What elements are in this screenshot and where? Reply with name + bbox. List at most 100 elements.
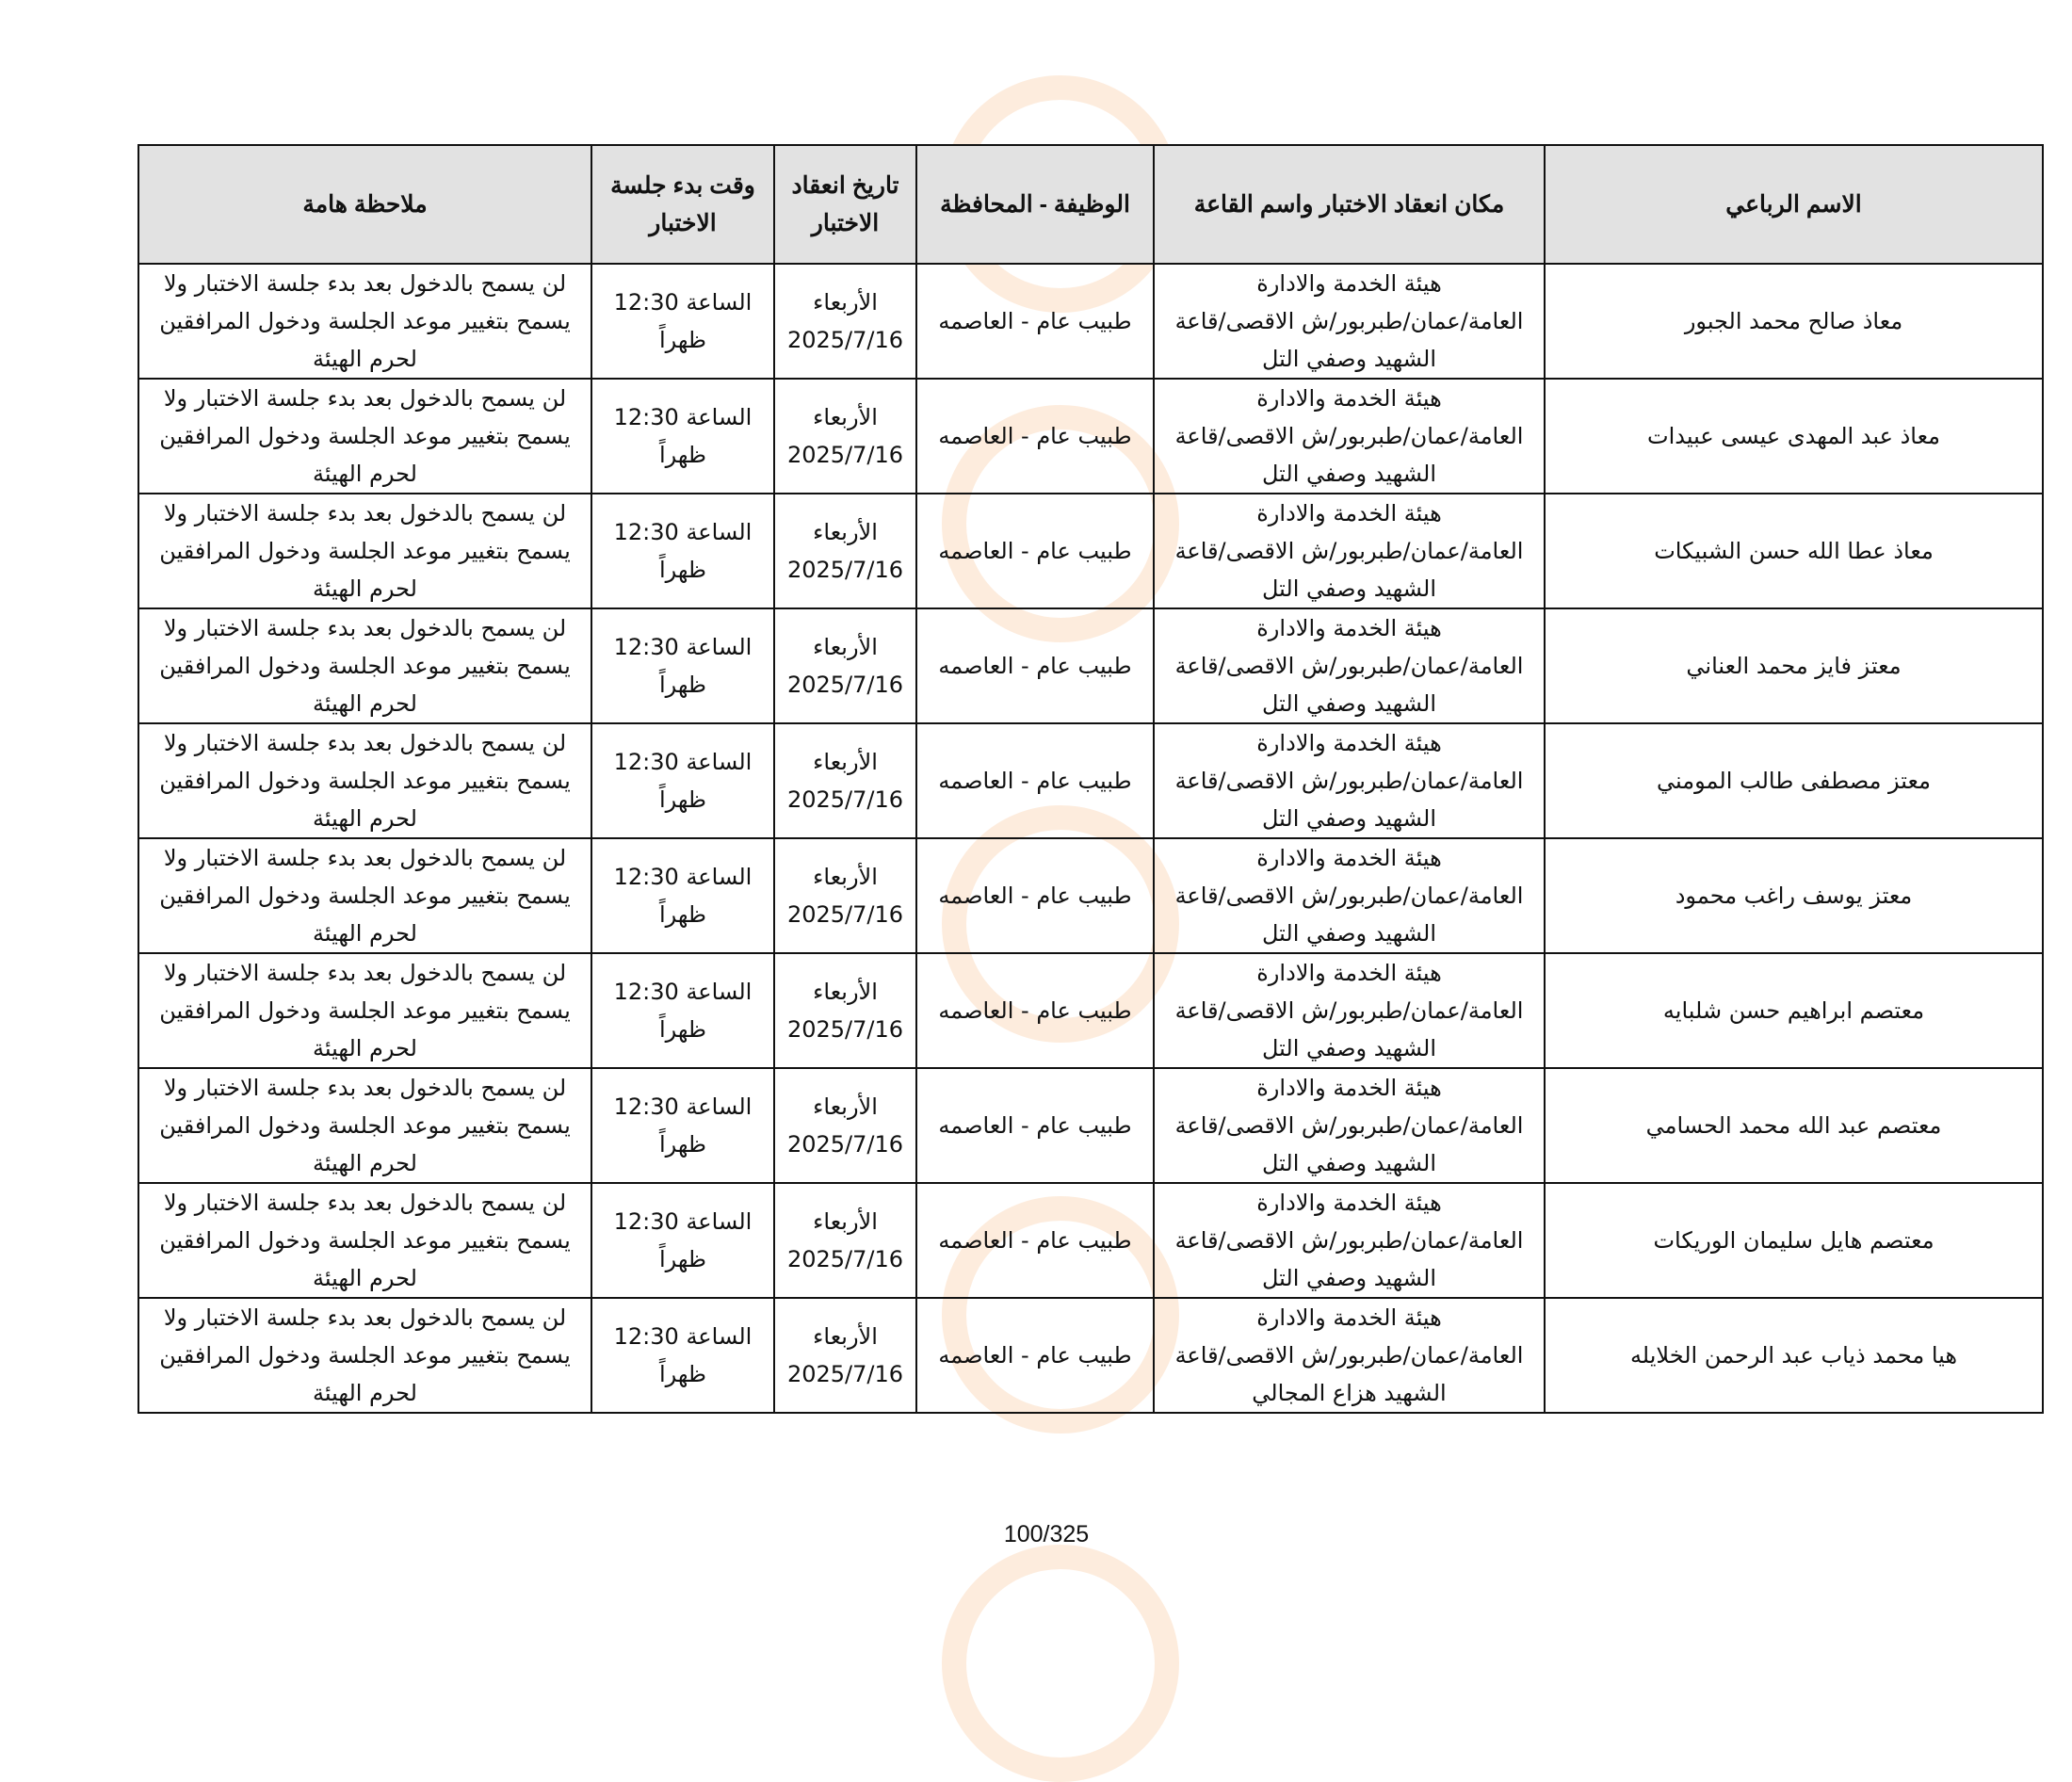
full-name-cell: معتصم ابراهيم حسن شلبايه: [1544, 952, 2044, 1069]
job-governorate-cell: طبيب عام - العاصمه: [915, 1297, 1155, 1414]
note-cell-line: يسمح بتغيير موعد الجلسة ودخول المرافقين: [159, 308, 571, 334]
date-cell-line: الأربعاء: [813, 404, 878, 430]
date-cell: الأربعاء 2025/7/16: [773, 1067, 917, 1184]
note-cell-line: لحرم الهيئة: [313, 920, 417, 947]
date-cell-line: الأربعاء: [813, 864, 878, 890]
job-governorate-cell: طبيب عام - العاصمه: [915, 608, 1155, 724]
note-cell-line: لحرم الهيئة: [313, 1150, 417, 1176]
time-cell-line: الساعة 12:30: [613, 749, 753, 775]
note-cell: لن يسمح بالدخول بعد بدء جلسة الاختبار ول…: [138, 493, 592, 609]
date-cell-line: 2025/7/16: [786, 672, 904, 698]
job-governorate-cell: طبيب عام - العاصمه: [915, 1067, 1155, 1184]
note-cell-line: لن يسمح بالدخول بعد بدء جلسة الاختبار ول…: [163, 270, 567, 297]
location-cell-line: العامة/عمان/طبربور/ش الاقصى/قاعة: [1174, 997, 1524, 1024]
date-cell-line: الأربعاء: [813, 979, 878, 1005]
table-row: معتصم ابراهيم حسن شلبايه هيئة الخدمة والا…: [138, 952, 2044, 1069]
location-cell: هيئة الخدمة والادارة العامة/عمان/طبربور/ش…: [1153, 1067, 1546, 1184]
table-row: معتز فايز محمد العناني هيئة الخدمة والادا…: [138, 608, 2044, 724]
time-cell: الساعة 12:30 ظهراً: [591, 837, 775, 954]
note-cell-line: يسمح بتغيير موعد الجلسة ودخول المرافقين: [159, 883, 571, 909]
location-cell-line: هيئة الخدمة والادارة: [1256, 615, 1442, 641]
location-cell-line: الشهيد وصفي التل: [1261, 920, 1437, 947]
full-name-cell: معاذ عطا الله حسن الشبيكات: [1544, 493, 2044, 609]
note-cell: لن يسمح بالدخول بعد بدء جلسة الاختبار ول…: [138, 608, 592, 724]
date-cell: الأربعاء 2025/7/16: [773, 378, 917, 494]
job-governorate-cell: طبيب عام - العاصمه: [915, 837, 1155, 954]
location-cell-line: الشهيد وصفي التل: [1261, 805, 1437, 832]
table-row: هيا محمد ذياب عبد الرحمن الخلايله هيئة ال…: [138, 1297, 2044, 1414]
location-cell: هيئة الخدمة والادارة العامة/عمان/طبربور/ش…: [1153, 1182, 1546, 1299]
location-cell-line: هيئة الخدمة والادارة: [1256, 270, 1442, 297]
location-cell-line: الشهيد وصفي التل: [1261, 690, 1437, 717]
time-cell-line: الساعة 12:30: [613, 634, 753, 660]
note-cell-line: لحرم الهيئة: [313, 575, 417, 602]
table-row: معاذ عطا الله حسن الشبيكات هيئة الخدمة وا…: [138, 493, 2044, 609]
time-cell: الساعة 12:30 ظهراً: [591, 1067, 775, 1184]
time-cell-line: الساعة 12:30: [613, 1323, 753, 1350]
date-cell-line: 2025/7/16: [786, 1246, 904, 1272]
job-governorate-cell: طبيب عام - العاصمه: [915, 722, 1155, 839]
note-cell: لن يسمح بالدخول بعد بدء جلسة الاختبار ول…: [138, 1067, 592, 1184]
time-cell: الساعة 12:30 ظهراً: [591, 493, 775, 609]
location-cell-line: العامة/عمان/طبربور/ش الاقصى/قاعة: [1174, 653, 1524, 679]
location-cell-line: العامة/عمان/طبربور/ش الاقصى/قاعة: [1174, 308, 1524, 334]
time-cell-line: الساعة 12:30: [613, 979, 753, 1005]
note-cell-line: لن يسمح بالدخول بعد بدء جلسة الاختبار ول…: [163, 730, 567, 756]
location-cell-line: الشهيد وصفي التل: [1261, 1035, 1437, 1061]
location-cell-line: هيئة الخدمة والادارة: [1256, 500, 1442, 526]
job-governorate-cell: طبيب عام - العاصمه: [915, 493, 1155, 609]
location-cell: هيئة الخدمة والادارة العامة/عمان/طبربور/ش…: [1153, 378, 1546, 494]
location-cell: هيئة الخدمة والادارة العامة/عمان/طبربور/ش…: [1153, 493, 1546, 609]
note-cell-line: لحرم الهيئة: [313, 1035, 417, 1061]
date-cell-line: 2025/7/16: [786, 557, 904, 583]
note-cell: لن يسمح بالدخول بعد بدء جلسة الاختبار ول…: [138, 722, 592, 839]
time-cell: الساعة 12:30 ظهراً: [591, 263, 775, 380]
date-cell-line: 2025/7/16: [786, 442, 904, 468]
table-row: معتز مصطفى طالب المومني هيئة الخدمة والاد…: [138, 722, 2044, 839]
location-cell-line: هيئة الخدمة والادارة: [1256, 845, 1442, 871]
job-governorate-cell: طبيب عام - العاصمه: [915, 952, 1155, 1069]
note-cell-line: لحرم الهيئة: [313, 690, 417, 717]
job-governorate-cell: طبيب عام - العاصمه: [915, 378, 1155, 494]
location-cell: هيئة الخدمة والادارة العامة/عمان/طبربور/ش…: [1153, 722, 1546, 839]
location-cell-line: هيئة الخدمة والادارة: [1256, 1304, 1442, 1331]
date-cell: الأربعاء 2025/7/16: [773, 837, 917, 954]
note-cell-line: يسمح بتغيير موعد الجلسة ودخول المرافقين: [159, 768, 571, 794]
time-cell-line: ظهراً: [658, 442, 707, 468]
note-cell-line: لحرم الهيئة: [313, 805, 417, 832]
location-cell-line: العامة/عمان/طبربور/ش الاقصى/قاعة: [1174, 423, 1524, 449]
date-cell-line: 2025/7/16: [786, 1361, 904, 1387]
header-full-name: الاسم الرباعي: [1544, 144, 2044, 265]
date-cell: الأربعاء 2025/7/16: [773, 722, 917, 839]
date-cell-line: الأربعاء: [813, 1323, 878, 1350]
date-cell: الأربعاء 2025/7/16: [773, 952, 917, 1069]
full-name-cell: هيا محمد ذياب عبد الرحمن الخلايله: [1544, 1297, 2044, 1414]
date-cell-line: الأربعاء: [813, 1094, 878, 1120]
time-cell: الساعة 12:30 ظهراً: [591, 722, 775, 839]
location-cell-line: العامة/عمان/طبربور/ش الاقصى/قاعة: [1174, 1227, 1524, 1254]
job-governorate-cell: طبيب عام - العاصمه: [915, 263, 1155, 380]
note-cell-line: يسمح بتغيير موعد الجلسة ودخول المرافقين: [159, 1342, 571, 1369]
time-cell-line: ظهراً: [658, 557, 707, 583]
date-cell-line: الأربعاء: [813, 749, 878, 775]
location-cell-line: هيئة الخدمة والادارة: [1256, 730, 1442, 756]
note-cell-line: يسمح بتغيير موعد الجلسة ودخول المرافقين: [159, 653, 571, 679]
table-row: معتصم هايل سليمان الوريكات هيئة الخدمة وا…: [138, 1182, 2044, 1299]
note-cell-line: لحرم الهيئة: [313, 461, 417, 487]
time-cell-line: ظهراً: [658, 1361, 707, 1387]
date-cell-line: الأربعاء: [813, 519, 878, 545]
location-cell-line: هيئة الخدمة والادارة: [1256, 385, 1442, 412]
time-cell-line: الساعة 12:30: [613, 289, 753, 316]
full-name-cell: معتز مصطفى طالب المومني: [1544, 722, 2044, 839]
date-cell: الأربعاء 2025/7/16: [773, 263, 917, 380]
header-job-governorate: الوظيفة - المحافظة: [915, 144, 1155, 265]
note-cell-line: يسمح بتغيير موعد الجلسة ودخول المرافقين: [159, 1227, 571, 1254]
job-governorate-cell: طبيب عام - العاصمه: [915, 1182, 1155, 1299]
date-cell: الأربعاء 2025/7/16: [773, 1297, 917, 1414]
location-cell-line: الشهيد وصفي التل: [1261, 461, 1437, 487]
exam-schedule-table: الاسم الرباعي مكان انعقاد الاختبار واسم …: [138, 144, 2044, 1414]
note-cell-line: لن يسمح بالدخول بعد بدء جلسة الاختبار ول…: [163, 1075, 567, 1101]
table-row: معتز يوسف راغب محمود هيئة الخدمة والادارة…: [138, 837, 2044, 954]
note-cell-line: لن يسمح بالدخول بعد بدء جلسة الاختبار ول…: [163, 615, 567, 641]
location-cell-line: الشهيد وصفي التل: [1261, 575, 1437, 602]
